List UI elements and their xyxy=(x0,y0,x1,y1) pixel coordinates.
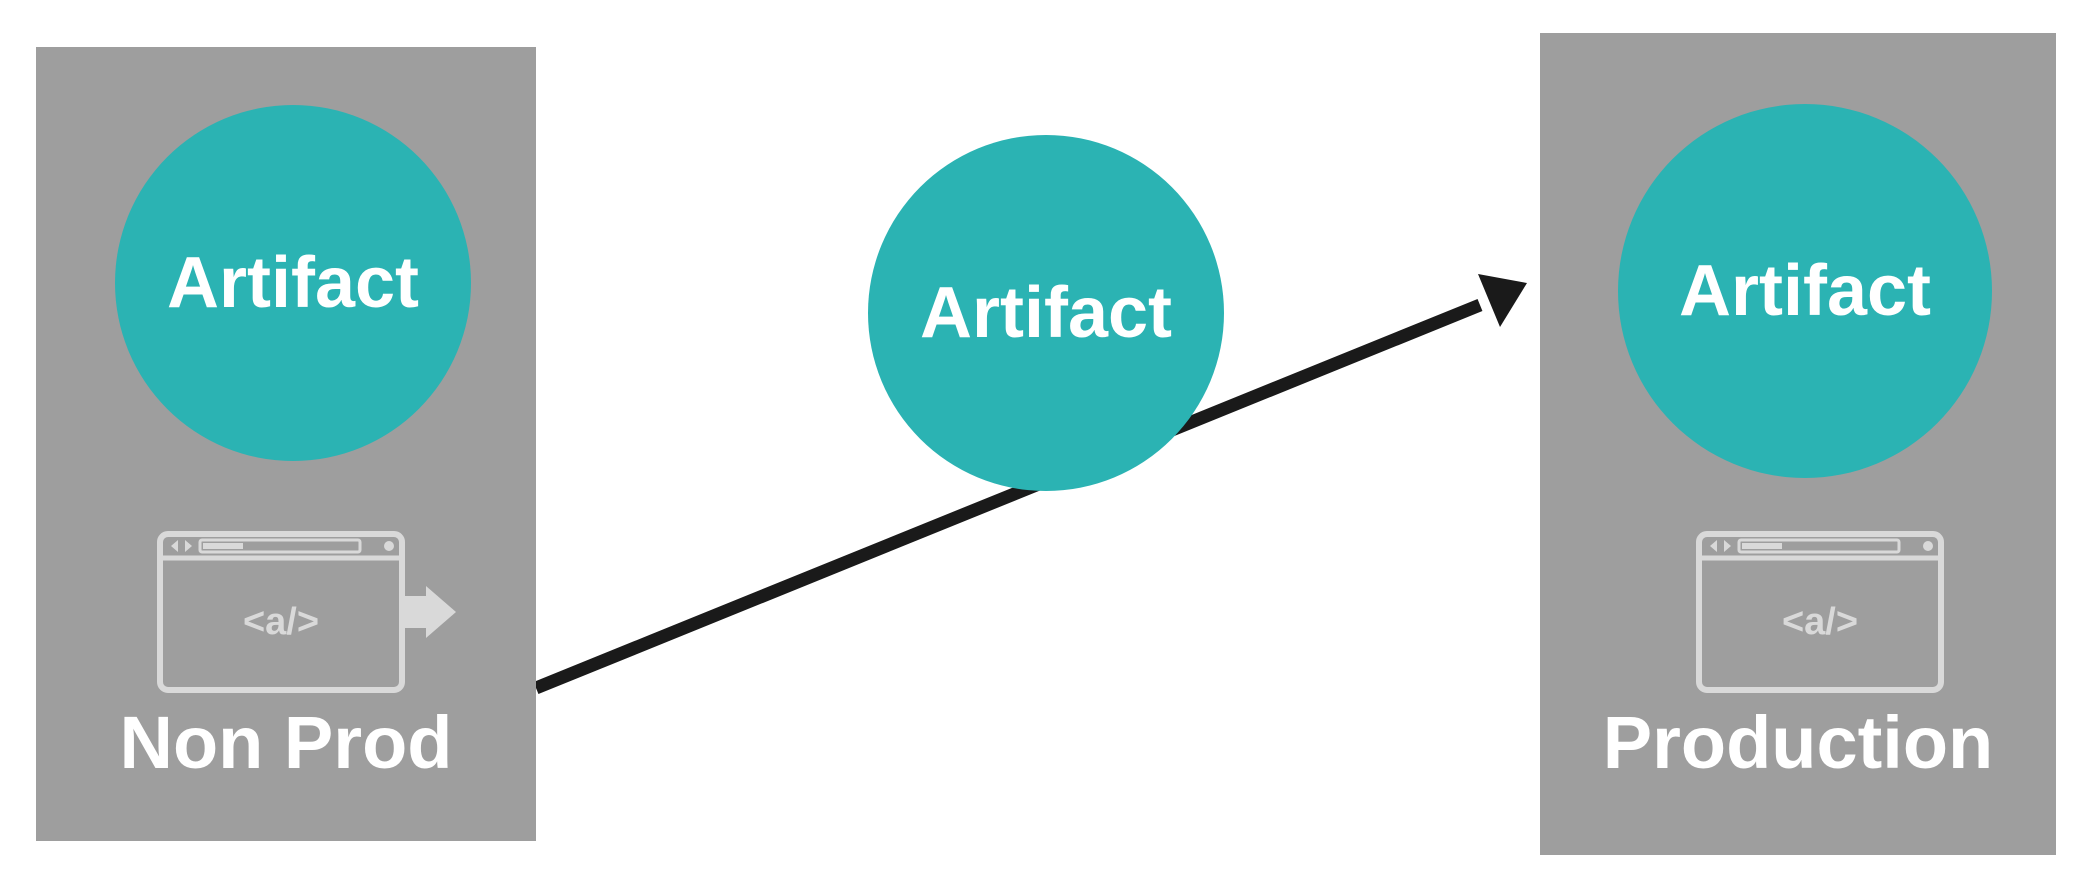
browser-window-icon: <a/> xyxy=(1696,531,1944,693)
production-artifact-circle: Artifact xyxy=(1618,104,1992,478)
artifact-in-transit-circle: Artifact xyxy=(868,135,1224,491)
artifact-in-transit-label: Artifact xyxy=(919,273,1173,353)
export-arrow-icon xyxy=(402,586,456,638)
non-prod-code-glyph: <a/> xyxy=(243,601,319,643)
browser-window-icon: <a/> xyxy=(157,531,456,693)
non-prod-label: Non Prod xyxy=(119,701,453,784)
promotion-arrow-shaft xyxy=(533,298,1483,695)
non-prod-artifact-circle: Artifact xyxy=(115,105,471,461)
production-label: Production xyxy=(1602,701,1994,784)
production-code-glyph: <a/> xyxy=(1782,601,1858,643)
promotion-arrow-head xyxy=(1478,274,1527,327)
non-prod-artifact-label: Artifact xyxy=(166,243,420,323)
production-artifact-label: Artifact xyxy=(1678,251,1932,331)
